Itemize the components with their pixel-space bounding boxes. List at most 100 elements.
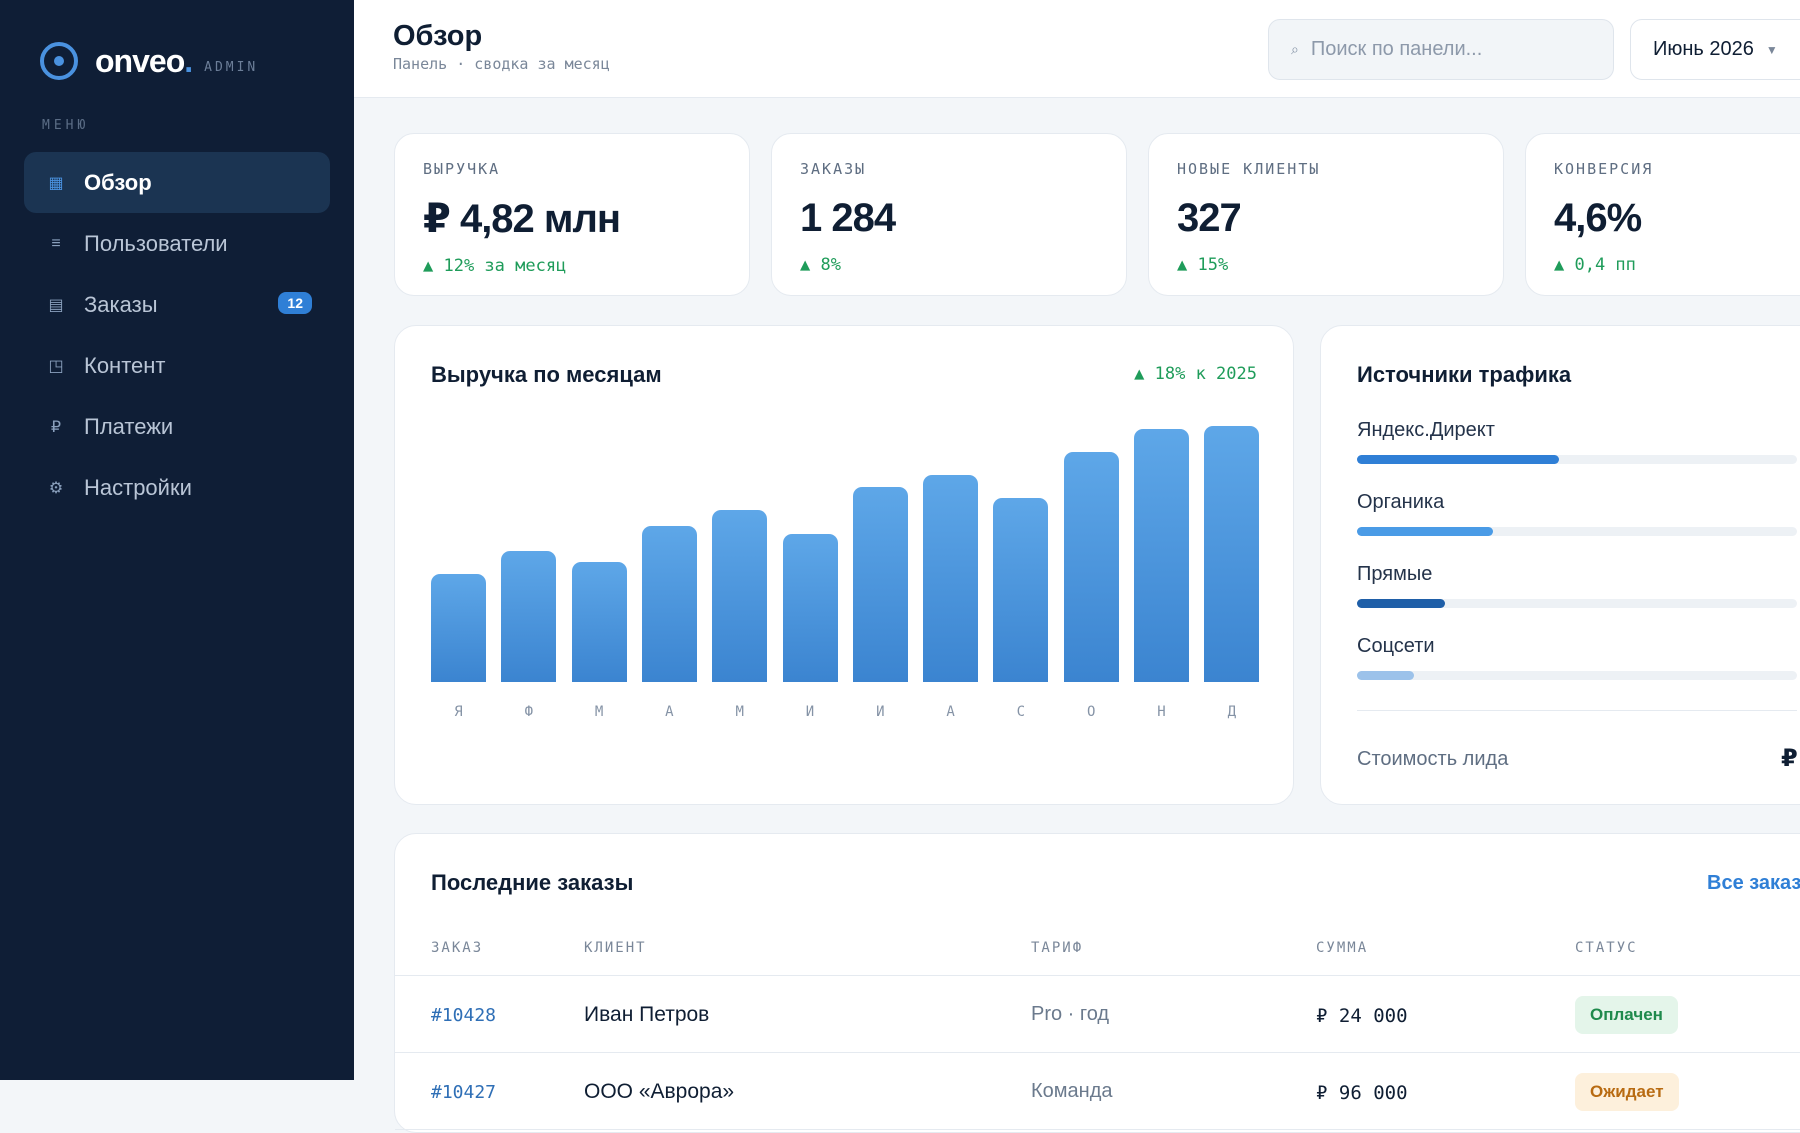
x-tick-label: О xyxy=(1086,704,1096,720)
orders-icon: ▤ xyxy=(48,296,64,314)
status-badge: Оплачен xyxy=(1575,996,1678,1034)
traffic-source-label: Яндекс.Директ xyxy=(1357,419,1495,441)
order-sum: ₽ 96 000 xyxy=(1316,1082,1408,1104)
sidebar-item-label: Настройки xyxy=(84,474,192,500)
table-header: ЗАКАЗ КЛИЕНТ ТАРИФ СУММА СТАТУС xyxy=(395,936,1800,976)
traffic-source-label: Соцсети xyxy=(1357,635,1435,657)
chart-delta: ▲ 18% к 2025 xyxy=(1134,364,1257,384)
kpi-label: КОНВЕРСИЯ xyxy=(1554,160,1654,178)
bar-9[interactable] xyxy=(993,498,1049,682)
column-header-sum[interactable]: СУММА xyxy=(1316,940,1369,956)
sidebar-nav: ▦ Обзор ≡ Пользователи ▤ Заказы 12 ◳ Кон… xyxy=(24,152,330,518)
traffic-source-bar xyxy=(1357,599,1797,608)
ruble-icon: ₽ xyxy=(50,418,62,436)
traffic-source-bar xyxy=(1357,527,1797,536)
kpi-label: ЗАКАЗЫ xyxy=(800,160,867,178)
sidebar-item-label: Заказы xyxy=(84,291,158,317)
brand-name: onveo. xyxy=(95,42,193,79)
sidebar-item-label: Платежи xyxy=(84,413,174,439)
gear-icon: ⚙ xyxy=(48,479,64,497)
sidebar-item-settings[interactable]: ⚙ Настройки xyxy=(24,457,330,518)
bar-8[interactable] xyxy=(923,475,979,682)
bar-7[interactable] xyxy=(852,487,908,682)
bar-4[interactable] xyxy=(641,526,697,682)
order-id-link[interactable]: #10428 xyxy=(431,1005,497,1026)
sidebar-item-label: Обзор xyxy=(84,169,152,195)
bar-6[interactable] xyxy=(782,534,838,682)
traffic-source-label: Прямые xyxy=(1357,563,1433,585)
traffic-source-fill xyxy=(1357,671,1415,680)
lead-cost-label: Стоимость лида xyxy=(1357,748,1509,770)
period-select[interactable]: Июнь 2026 ▼ xyxy=(1630,19,1800,80)
kpi-card-orders: ЗАКАЗЫ 1 284 ▲ 8% xyxy=(771,133,1127,296)
sidebar-item-overview[interactable]: ▦ Обзор xyxy=(24,152,330,213)
table-row[interactable]: #10428 Иван Петров Pro · год ₽ 24 000 Оп… xyxy=(395,976,1800,1053)
table-row[interactable]: #10427 ООО «Аврора» Команда ₽ 96 000 Ожи… xyxy=(395,1053,1800,1130)
x-tick-label: М xyxy=(735,704,744,720)
grid-icon: ▦ xyxy=(48,174,64,192)
bar-1[interactable] xyxy=(431,574,486,682)
x-tick-label: Н xyxy=(1157,704,1166,720)
status-badge: Ожидает xyxy=(1575,1073,1679,1111)
order-plan: Команда xyxy=(1031,1080,1113,1102)
bar-5[interactable] xyxy=(712,510,768,682)
bar-11[interactable] xyxy=(1134,429,1189,682)
kpi-value: 1 284 xyxy=(800,196,896,240)
x-tick-label: И xyxy=(876,704,885,720)
kpi-value: 4,6% xyxy=(1554,196,1642,240)
kpi-label: НОВЫЕ КЛИЕНТЫ xyxy=(1177,160,1321,178)
kpi-value: ₽ 4,82 млн xyxy=(423,197,621,241)
x-tick-label: М xyxy=(594,704,604,720)
logo-mark-icon xyxy=(40,42,78,80)
bar-2[interactable] xyxy=(501,551,557,682)
sidebar-item-label: Пользователи xyxy=(84,230,228,256)
sidebar-item-users[interactable]: ≡ Пользователи xyxy=(24,213,330,274)
bar-12[interactable] xyxy=(1204,426,1260,682)
search-icon: ⌕ xyxy=(1291,41,1299,57)
traffic-source-bar xyxy=(1357,671,1797,680)
order-sum: ₽ 24 000 xyxy=(1316,1005,1408,1027)
traffic-source-label: Органика xyxy=(1357,491,1445,513)
orders-title: Последние заказы xyxy=(431,870,634,895)
revenue-chart-panel: Выручка по месяцам ▲ 18% к 2025 Я Ф М А М И И А… xyxy=(394,325,1294,805)
brand-sub: ADMIN xyxy=(204,59,259,75)
kpi-card-new-clients: НОВЫЕ КЛИЕНТЫ 327 ▲ 15% xyxy=(1148,133,1504,296)
search-box[interactable]: ⌕ xyxy=(1268,19,1614,80)
order-id-link[interactable]: #10427 xyxy=(431,1082,497,1103)
search-input[interactable] xyxy=(1310,38,1591,61)
orders-count-badge: 12 xyxy=(278,292,312,314)
sidebar-item-payments[interactable]: ₽ Платежи xyxy=(24,396,330,457)
bar-10[interactable] xyxy=(1063,452,1119,682)
x-tick-label: Д xyxy=(1227,704,1237,720)
sidebar-item-content[interactable]: ◳ Контент xyxy=(24,335,330,396)
x-tick-label: А xyxy=(946,704,955,720)
users-icon: ≡ xyxy=(51,234,61,252)
sidebar: onveo. ADMIN МЕНЮ ▦ Обзор ≡ Пользователи… xyxy=(0,0,354,1080)
order-client: ООО «Аврора» xyxy=(584,1080,735,1103)
logo[interactable]: onveo. ADMIN xyxy=(40,42,258,80)
traffic-source-fill xyxy=(1357,599,1445,608)
kpi-card-revenue: ВЫРУЧКА ₽ 4,82 млн ▲ 12% за месяц xyxy=(394,133,750,296)
column-header-status[interactable]: СТАТУС xyxy=(1575,940,1638,956)
chevron-down-icon: ▼ xyxy=(1765,42,1778,57)
kpi-card-conversion: КОНВЕРСИЯ 4,6% ▲ 0,4 пп xyxy=(1525,133,1800,296)
content-icon: ◳ xyxy=(48,357,64,375)
kpi-delta: ▲ 0,4 пп xyxy=(1554,255,1636,275)
column-header-client[interactable]: КЛИЕНТ xyxy=(584,940,647,956)
lead-cost-value: ₽ xyxy=(1781,745,1798,772)
column-header-plan[interactable]: ТАРИФ xyxy=(1031,940,1084,956)
x-tick-label: Ф xyxy=(524,704,534,720)
traffic-panel: Источники трафика Яндекс.Директ Органика П… xyxy=(1320,325,1800,805)
kpi-delta: ▲ 8% xyxy=(800,255,841,275)
x-tick-label: И xyxy=(805,704,815,720)
sidebar-item-label: Контент xyxy=(84,352,166,378)
traffic-title: Источники трафика xyxy=(1357,362,1572,387)
column-header-order[interactable]: ЗАКАЗ xyxy=(431,940,484,956)
bar-3[interactable] xyxy=(571,562,627,682)
traffic-source-bar xyxy=(1357,455,1797,464)
sidebar-item-orders[interactable]: ▤ Заказы 12 xyxy=(24,274,330,335)
traffic-source-fill xyxy=(1357,527,1494,536)
x-tick-label: С xyxy=(1016,704,1026,720)
all-orders-link[interactable]: Все заказы xyxy=(1707,872,1800,894)
